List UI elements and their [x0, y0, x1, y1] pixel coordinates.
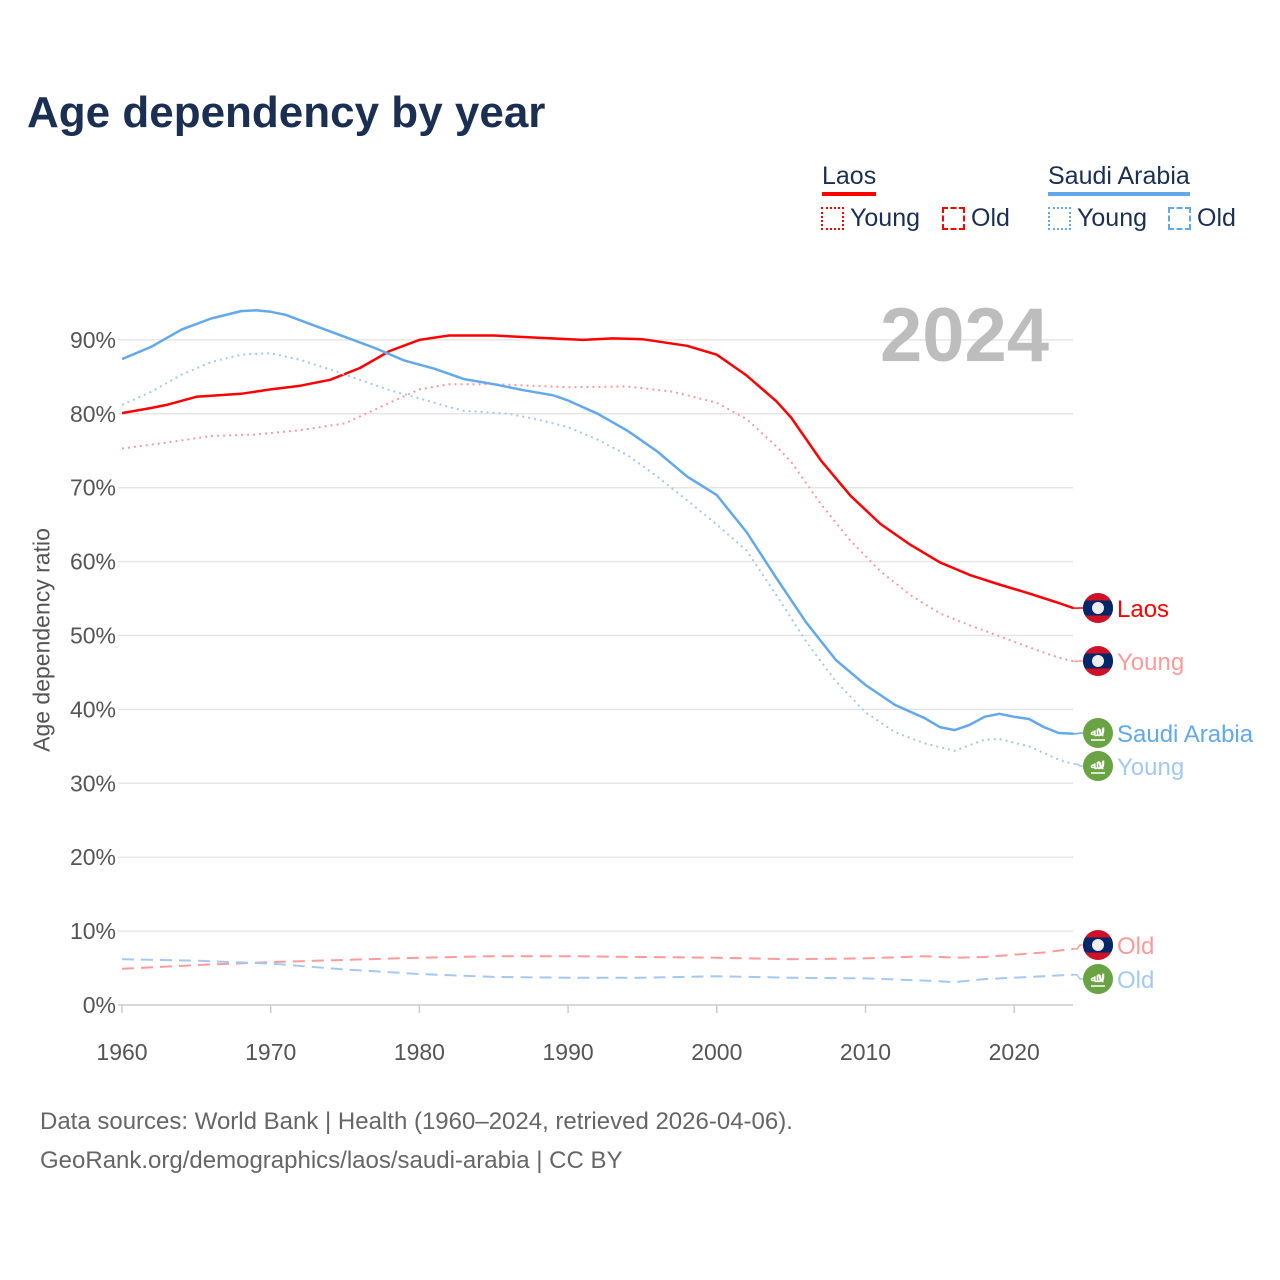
chart-title: Age dependency by year: [27, 88, 546, 137]
source-url[interactable]: GeoRank.org/demographics/laos/saudi-arab…: [40, 1147, 623, 1174]
series-line-laos: [121, 334, 1075, 610]
series-line-saudi-arabia-old: [121, 958, 1074, 984]
y-tick-label: 90%: [70, 327, 116, 353]
series-end-label: Young: [1117, 754, 1184, 781]
saudi-flag-icon: [1083, 964, 1113, 994]
series-line-laos-young: [121, 383, 1074, 663]
legend-laos-old[interactable]: Old: [942, 204, 1010, 233]
legend-laos[interactable]: Laos: [822, 162, 877, 196]
y-tick-label: 60%: [70, 549, 116, 575]
series-end-label: Saudi Arabia: [1117, 721, 1254, 748]
x-tick-label: 1990: [543, 1039, 594, 1065]
y-tick-label: 30%: [70, 770, 116, 796]
y-tick-label: 50%: [70, 623, 116, 649]
series-end-label: Old: [1117, 933, 1154, 960]
legend-laos-young[interactable]: Young: [821, 204, 920, 233]
year-watermark: 2024: [880, 293, 1050, 378]
series-line-saudi-arabia: [121, 309, 1074, 736]
series-end-label: Young: [1117, 649, 1184, 676]
saudi-flag-icon: [1083, 751, 1113, 781]
y-axis-label: Age dependency ratio: [28, 528, 55, 752]
dotted-swatch-icon: [821, 207, 844, 230]
x-tick-label: 1960: [96, 1039, 147, 1065]
y-tick-label: 20%: [70, 844, 116, 870]
laos-flag-disc: [1092, 602, 1104, 614]
x-tick-label: 1970: [245, 1039, 296, 1065]
legend-label: Old: [1197, 204, 1236, 232]
legend-saudi-old[interactable]: Old: [1168, 204, 1236, 233]
laos-flag-disc: [1092, 939, 1104, 951]
x-tick-label: 2020: [989, 1039, 1040, 1065]
saudi-flag-script: ﻻﷲ: [1091, 760, 1106, 772]
legend-label: Old: [971, 204, 1010, 232]
saudi-flag-script: ﻻﷲ: [1091, 973, 1106, 985]
series-end-label: Laos: [1117, 596, 1169, 623]
y-tick-label: 0%: [83, 992, 116, 1018]
legend-label: Young: [1077, 204, 1147, 232]
saudi-flag-icon: [1083, 718, 1113, 748]
source-note: Data sources: World Bank | Health (1960–…: [40, 1108, 793, 1135]
series-line-laos-old: [121, 947, 1074, 970]
legend-label: Young: [850, 204, 920, 232]
dashed-swatch-icon: [942, 207, 965, 230]
saudi-flag-script: ﻻﷲ: [1091, 727, 1106, 739]
series-end-label: Old: [1117, 967, 1154, 994]
dashed-swatch-icon: [1168, 207, 1191, 230]
y-tick-label: 80%: [70, 401, 116, 427]
legend-saudi-arabia[interactable]: Saudi Arabia: [1048, 162, 1190, 196]
y-tick-label: 40%: [70, 696, 116, 722]
x-tick-label: 2010: [840, 1039, 891, 1065]
y-tick-label: 70%: [70, 475, 116, 501]
x-tick-label: 1980: [394, 1039, 445, 1065]
series-line-saudi-arabia-young: [121, 352, 1074, 766]
laos-flag-disc: [1092, 655, 1104, 667]
x-tick-label: 2000: [691, 1039, 742, 1065]
dotted-swatch-icon: [1048, 207, 1071, 230]
y-tick-label: 10%: [70, 918, 116, 944]
legend-saudi-young[interactable]: Young: [1048, 204, 1147, 233]
